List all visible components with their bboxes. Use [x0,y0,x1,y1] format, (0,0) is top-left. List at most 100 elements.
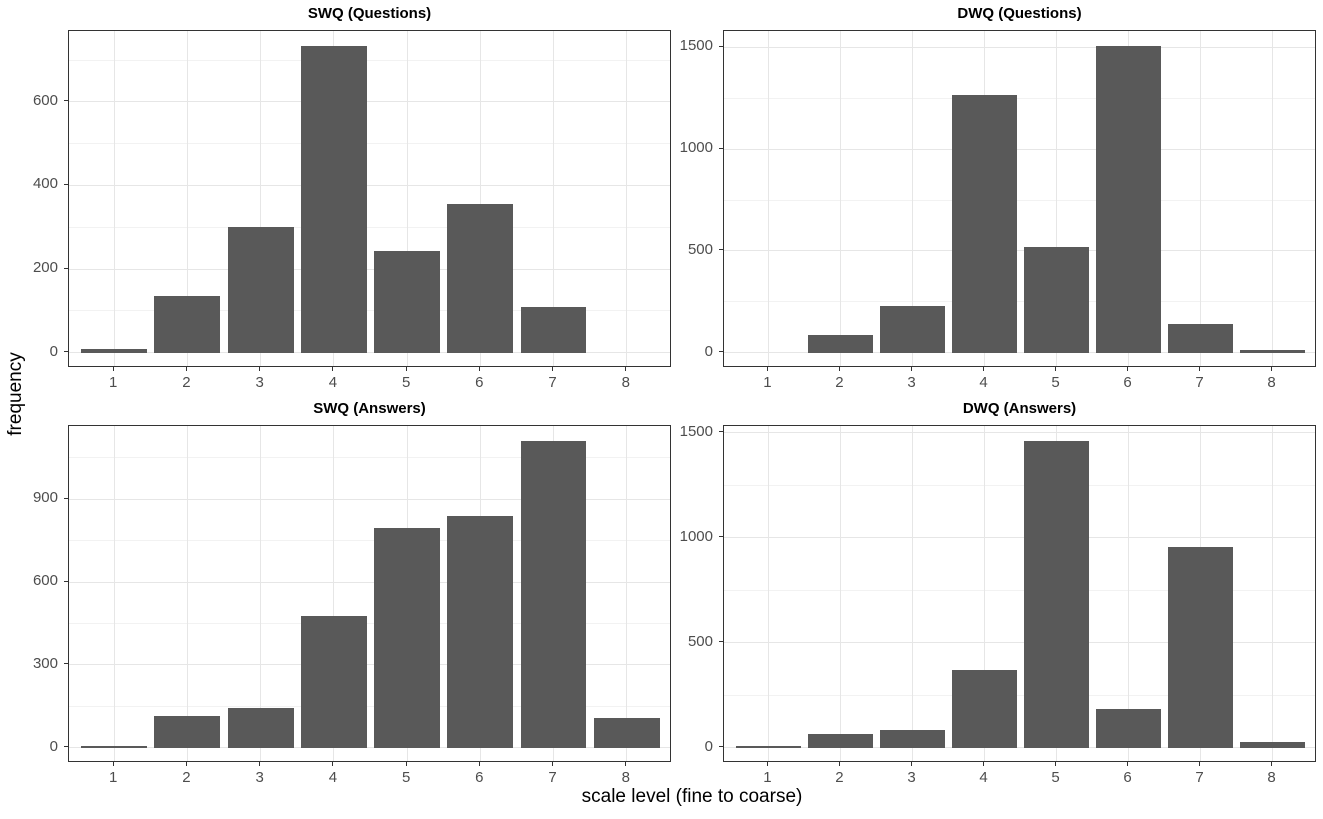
bar [447,203,514,353]
y-tick-label: 500 [687,240,713,258]
panel-swq-answers: SWQ (Answers) 1 2 3 4 5 6 7 8 0 300 600 900 [33,400,671,786]
y-tick-label: 0 [49,737,58,755]
y-tick [64,663,68,665]
x-tick [766,762,768,766]
y-tick [64,497,68,499]
x-tick [838,762,840,766]
y-tick [64,267,68,269]
bar [1024,246,1089,353]
x-tick-label: 4 [328,769,338,786]
grid-major-h [724,250,1315,252]
x-tick-label: 6 [1123,769,1132,786]
grid-minor-h [69,310,670,312]
grid-major-h [724,46,1315,48]
grid-major-h [69,268,670,270]
x-tick [1271,367,1273,371]
x-tick-label: 2 [835,374,844,391]
bar [1168,547,1233,748]
x-tick [112,367,114,371]
grid-major-v [1272,31,1274,366]
grid-major-v [260,31,262,366]
plot-panel [68,30,671,367]
y-tick-label: 900 [32,489,58,507]
x-tick [185,367,187,371]
x-tick-label: 5 [1051,374,1060,391]
x-tick [332,367,334,371]
x-tick-label: 2 [835,769,844,786]
x-tick [405,762,407,766]
x-tick-label: 5 [401,374,411,391]
y-tick-label: 1500 [679,37,713,55]
y-axis-title: frequency [5,352,26,436]
bar [1168,324,1233,353]
bar [227,227,294,353]
x-tick [478,762,480,766]
x-tick-label: 1 [763,769,772,786]
plot-panel [68,425,671,762]
grid-major-h [724,747,1315,749]
grid-major-v [1056,31,1057,366]
y-tick-label: 0 [49,342,58,360]
x-tick-label: 4 [979,769,988,786]
grid-minor-h [69,540,670,542]
bar [808,734,873,748]
x-tick [112,762,114,766]
x-tick [1127,367,1128,371]
grid-major-v [767,426,769,761]
y-tick [64,183,68,185]
y-tick-label: 400 [32,175,58,193]
y-tick [719,45,723,47]
grid-major-h [724,148,1315,150]
grid-major-v [839,426,841,761]
x-tick [405,367,407,371]
grid-major-h [724,642,1315,644]
x-tick [766,367,768,371]
grid-major-v [1272,426,1274,761]
y-tick-label: 1500 [679,422,713,440]
y-tick-label: 500 [687,632,713,650]
bar [374,251,441,353]
x-tick [552,367,554,371]
x-tick-label: 7 [1195,374,1204,391]
x-tick [1199,367,1201,371]
grid-major-v [186,426,188,761]
grid-major-v [1200,31,1202,366]
y-tick-label: 1000 [679,139,713,157]
grid-major-h [724,352,1315,354]
grid-major-v [626,31,628,366]
bar [1240,742,1305,748]
grid-major-h [69,352,670,354]
grid-major-v [983,426,985,761]
bar [952,95,1017,353]
plot-panel [723,30,1316,367]
y-tick [64,100,68,102]
grid-major-h [69,581,670,583]
grid-major-v [911,31,913,366]
x-tick-label: 8 [1267,769,1276,786]
bar [520,306,587,353]
panel-title: DWQ (Answers) [962,400,1077,417]
grid-minor-h [724,589,1315,591]
grid-minor-h [724,694,1315,696]
bar [1024,441,1089,748]
y-tick-label: 300 [32,654,58,672]
grid-major-v [406,31,408,366]
x-tick-label: 3 [255,374,264,391]
grid-major-h [69,664,670,666]
y-tick-label: 200 [32,259,58,277]
bar [736,746,801,748]
x-tick-label: 6 [475,374,484,391]
grid-major-v [553,31,555,366]
bar [1096,46,1161,353]
grid-minor-h [69,59,670,61]
x-tick [478,367,480,371]
grid-major-v [839,31,841,366]
x-tick [1199,762,1201,766]
grid-minor-h [724,301,1315,303]
bar [1240,350,1305,353]
panel-dwq-questions: DWQ (Questions) 1 2 3 4 5 6 7 8 0 500 1000 1500 [680,5,1316,391]
x-tick-label: 8 [621,374,630,391]
bar [1096,708,1161,748]
x-tick [1055,367,1056,371]
